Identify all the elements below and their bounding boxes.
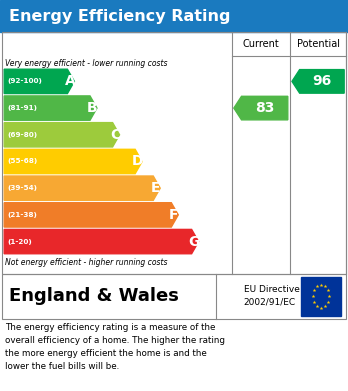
Polygon shape xyxy=(4,96,97,120)
Polygon shape xyxy=(4,176,160,200)
Text: G: G xyxy=(188,235,200,249)
Bar xyxy=(2,32,346,274)
Polygon shape xyxy=(4,203,178,227)
Text: The energy efficiency rating is a measure of the
overall efficiency of a home. T: The energy efficiency rating is a measur… xyxy=(5,323,225,371)
Text: D: D xyxy=(132,154,143,169)
Text: (81-91): (81-91) xyxy=(7,105,37,111)
Bar xyxy=(301,277,341,316)
Text: B: B xyxy=(87,101,98,115)
Text: 96: 96 xyxy=(312,74,332,88)
Text: (21-38): (21-38) xyxy=(7,212,37,218)
Bar xyxy=(2,274,346,319)
Text: F: F xyxy=(169,208,179,222)
Text: EU Directive
2002/91/EC: EU Directive 2002/91/EC xyxy=(244,285,300,307)
Text: (1-20): (1-20) xyxy=(7,239,32,245)
Polygon shape xyxy=(4,230,199,254)
Text: C: C xyxy=(110,128,120,142)
Polygon shape xyxy=(4,123,120,147)
Polygon shape xyxy=(4,149,142,174)
Text: Current: Current xyxy=(243,39,279,49)
Bar xyxy=(2,32,346,274)
Text: Very energy efficient - lower running costs: Very energy efficient - lower running co… xyxy=(5,59,168,68)
Bar xyxy=(2,274,346,319)
Text: (55-68): (55-68) xyxy=(7,158,37,165)
Text: (92-100): (92-100) xyxy=(7,78,42,84)
Polygon shape xyxy=(4,69,74,93)
Text: E: E xyxy=(151,181,160,195)
Text: (69-80): (69-80) xyxy=(7,132,37,138)
Text: Not energy efficient - higher running costs: Not energy efficient - higher running co… xyxy=(5,258,168,267)
Polygon shape xyxy=(292,70,344,93)
Text: A: A xyxy=(64,74,75,88)
Text: (39-54): (39-54) xyxy=(7,185,37,191)
Text: England & Wales: England & Wales xyxy=(9,287,179,305)
Bar xyxy=(0,0,348,32)
Text: 83: 83 xyxy=(255,101,274,115)
Polygon shape xyxy=(234,96,288,120)
Text: Potential: Potential xyxy=(296,39,340,49)
Text: Energy Efficiency Rating: Energy Efficiency Rating xyxy=(9,9,230,23)
